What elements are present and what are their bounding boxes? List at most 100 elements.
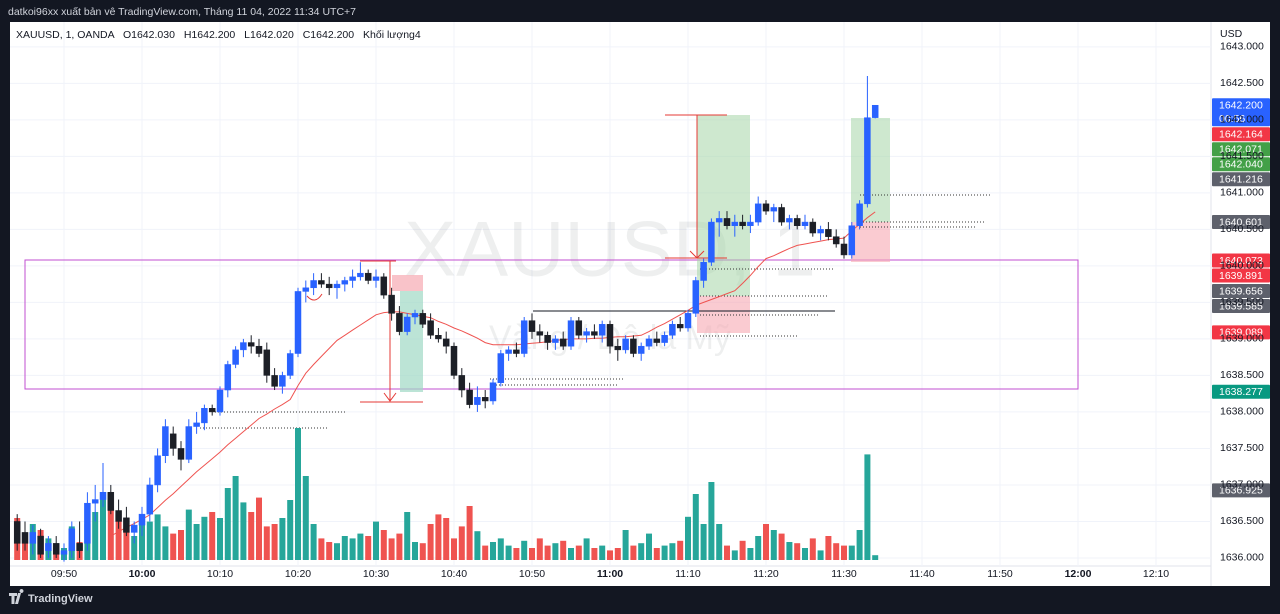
candle-body [91,499,99,504]
y-tick-label: 1637.500 [1220,442,1264,454]
candle-body [770,207,778,212]
volume-bar [380,530,387,560]
candle-body [294,291,302,354]
candle-body [372,276,380,281]
price-tag [1212,299,1270,314]
y-tick-label: 1642.000 [1220,114,1264,126]
brand: TradingView [28,593,93,605]
volume-bar [287,500,294,560]
candle-body [162,426,169,456]
x-tick-label: 11:20 [753,568,779,580]
volume-bar [388,538,395,560]
candle-body [622,338,629,351]
x-tick-label: 12:00 [1065,568,1092,580]
volume-bar [778,533,785,560]
volume-bar [536,538,543,560]
stop-zone [851,222,890,262]
y-tick-label: 1637.000 [1220,479,1264,491]
candle-body [388,294,395,314]
volume-bar [700,524,707,560]
ohlc-low: L1642.020 [244,29,294,41]
range-box [24,259,1079,390]
y-tick-label: 1636.000 [1220,552,1264,564]
candle-body [138,513,146,526]
volume-bar [458,526,465,560]
candle-body [676,324,684,329]
price-tag-label: 1636.925 [1219,485,1263,497]
candle-body [115,510,122,522]
y-tick-label: 1636.500 [1220,515,1264,527]
volume-bar [451,538,457,560]
candle-body [442,338,450,347]
candle-body [208,408,216,413]
y-tick-label: 1641.000 [1220,187,1264,199]
candle-body [185,426,193,460]
volume-bar [217,518,223,560]
x-tick-label: 10:20 [285,568,311,580]
candle-body [700,261,707,281]
volume-bar [341,536,348,560]
price-tag [1212,253,1270,268]
plot-layer [13,76,879,562]
volume-bar [373,521,379,560]
y-tick-label: 1641.500 [1220,150,1264,162]
price-tag-label: 1640.073 [1219,255,1263,267]
volume-bar [630,545,637,560]
candle-body [403,316,411,332]
volume-bar [802,548,808,560]
x-tick-label: 10:10 [207,568,233,580]
candle-body [778,207,785,223]
volume-bar [224,488,231,560]
x-tick-label: 09:50 [51,568,77,580]
volume-bar [513,548,520,560]
price-tag [1212,157,1270,172]
candle-body [575,320,583,336]
volume-bar [466,506,473,560]
price-tag [1212,98,1270,127]
volume-bar [326,542,333,560]
candle-body [427,320,434,336]
candle-body [536,331,544,336]
volume-bar [302,476,309,560]
volume-bar [833,543,840,560]
y-tick-label: 1638.500 [1220,369,1264,381]
candle-body [871,104,879,118]
ohlc-open: O1642.030 [123,29,175,41]
candle-body [684,313,692,329]
candle-body [481,397,489,402]
volume-bar [497,538,504,560]
candle-body [193,422,200,427]
candle-body [692,280,700,314]
y-tick-label: 1640.500 [1220,223,1264,235]
volume-bar [318,538,325,560]
volume-bar [607,550,613,560]
volume-bar [271,524,278,560]
volume-bar [396,533,403,560]
y-tick-label: 1642.500 [1220,77,1264,89]
candle-body [559,338,567,347]
candle-body [474,397,481,405]
volume-bar [365,536,372,560]
price-tag [1212,127,1270,142]
x-tick-label: 10:40 [441,568,467,580]
volume-bar [349,538,356,560]
symbol: XAUUSD, 1, OANDA [16,29,115,41]
candle-body [364,272,372,281]
volume-bar [154,514,161,560]
volume-bar [490,542,496,560]
candle-body [669,324,676,336]
volume-bar [770,530,777,560]
x-tick-label: 10:50 [519,568,545,580]
volume-bar [178,530,184,560]
x-tick-label: 11:00 [597,568,623,580]
x-tick-label: 11:30 [831,568,857,580]
volume-bar [786,542,793,560]
chart-pane [10,22,1270,586]
candle-body [107,491,115,511]
volume-bar [162,526,169,560]
volume-bar [653,548,660,560]
candle-body [801,221,809,226]
candle-body [825,229,832,237]
